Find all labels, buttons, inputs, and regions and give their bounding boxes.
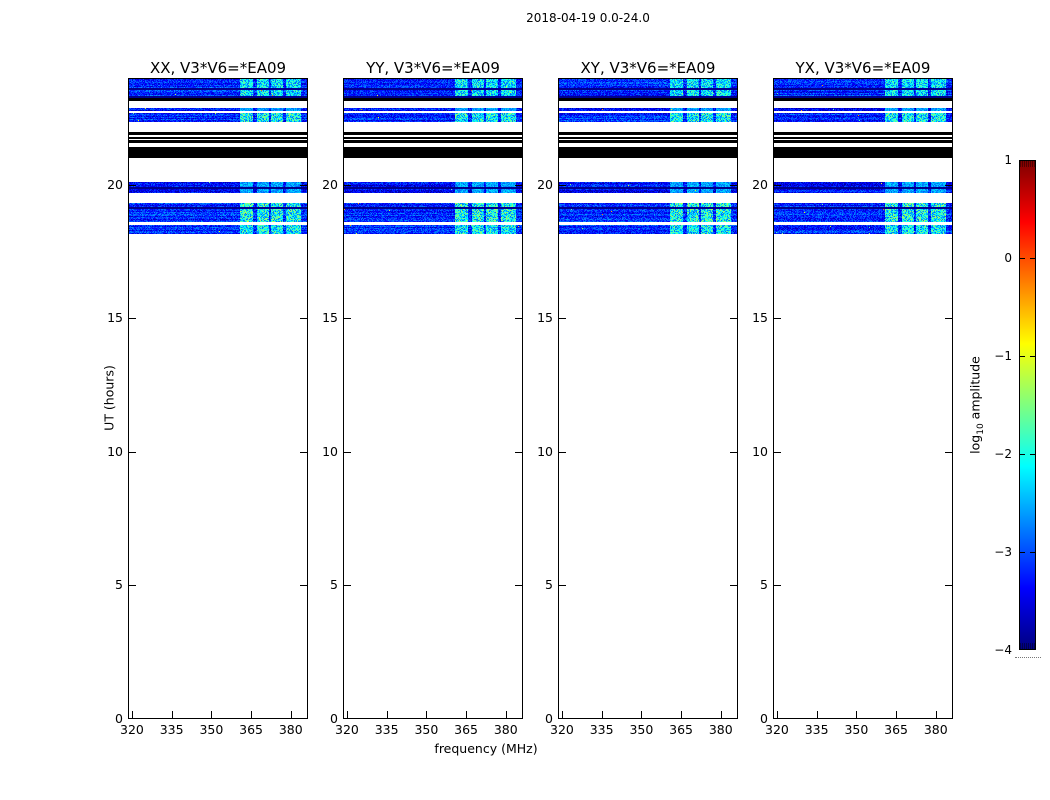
- y-tick-label: 15: [752, 310, 768, 326]
- y-tick-label: 10: [752, 443, 768, 459]
- colorbar-tick-label: −1: [994, 349, 1012, 363]
- x-tick-label: 335: [374, 722, 399, 737]
- y-tick-label: 5: [115, 577, 123, 593]
- colorbar-tick-label: −4: [994, 643, 1012, 657]
- spectrogram-panel-yx: [773, 78, 953, 719]
- x-tick-label: 365: [454, 722, 478, 737]
- spectrogram-panel-xy: [558, 78, 738, 719]
- y-tick-label: 5: [330, 577, 338, 593]
- figure-title: 2018-04-19 0.0-24.0: [526, 11, 650, 25]
- y-tick-label: 0: [760, 711, 768, 726]
- spectrogram-panel-xx: [128, 78, 308, 719]
- x-tick-label: 335: [589, 722, 614, 737]
- y-tick-label: 20: [537, 176, 553, 192]
- y-tick-label: 20: [107, 176, 123, 192]
- x-tick-label: 380: [708, 722, 733, 737]
- y-tick-label: 10: [107, 443, 123, 459]
- x-tick-label: 350: [414, 722, 439, 737]
- y-tick-label: 0: [115, 711, 123, 726]
- x-tick-label: 320: [335, 722, 359, 737]
- y-tick-label: 20: [322, 176, 338, 192]
- y-tick-label: 15: [537, 310, 553, 326]
- x-tick-label: 350: [199, 722, 224, 737]
- panel-title-yx: YX, V3*V6=*EA09: [795, 59, 931, 77]
- y-tick-label: 10: [322, 443, 338, 459]
- y-tick-label: 5: [545, 577, 553, 593]
- y-tick-label: 15: [107, 310, 123, 326]
- panel-title-xy: XY, V3*V6=*EA09: [580, 59, 716, 77]
- x-tick-label: 320: [765, 722, 789, 737]
- y-tick-label: 20: [752, 176, 768, 192]
- colorbar-tick-label: −3: [994, 545, 1012, 559]
- colorbar-baseline-dots: [1015, 657, 1041, 658]
- panel-title-yy: YY, V3*V6=*EA09: [366, 59, 500, 77]
- spectrogram-panel-yy: [343, 78, 523, 719]
- x-tick-label: 350: [844, 722, 869, 737]
- colorbar-tick-label: 1: [1004, 153, 1012, 167]
- y-tick-label: 15: [322, 310, 338, 326]
- x-axis-label: frequency (MHz): [434, 741, 538, 756]
- colorbar-label-suffix: amplitude: [967, 356, 983, 424]
- colorbar-tick-label: −2: [994, 447, 1012, 461]
- x-tick-label: 380: [278, 722, 303, 737]
- y-tick-label: 10: [537, 443, 553, 459]
- colorbar-label-prefix: log: [967, 434, 983, 454]
- y-tick-label: 0: [545, 711, 553, 726]
- y-axis-label: UT (hours): [101, 365, 117, 431]
- x-tick-label: 365: [884, 722, 908, 737]
- x-tick-label: 380: [923, 722, 948, 737]
- colorbar-label: log10 amplitude: [967, 356, 989, 454]
- x-tick-label: 335: [804, 722, 829, 737]
- x-tick-label: 380: [493, 722, 518, 737]
- x-tick-label: 320: [120, 722, 144, 737]
- y-tick-label: 0: [330, 711, 338, 726]
- panel-title-xx: XX, V3*V6=*EA09: [149, 59, 287, 77]
- x-tick-label: 365: [239, 722, 263, 737]
- y-tick-label: 5: [760, 577, 768, 593]
- x-tick-label: 320: [550, 722, 574, 737]
- colorbar-label-subscript: 10: [975, 423, 986, 435]
- x-tick-label: 365: [669, 722, 693, 737]
- x-tick-label: 350: [629, 722, 654, 737]
- x-tick-label: 335: [159, 722, 184, 737]
- colorbar-tick-label: 0: [1004, 251, 1012, 265]
- colorbar: [1019, 160, 1036, 650]
